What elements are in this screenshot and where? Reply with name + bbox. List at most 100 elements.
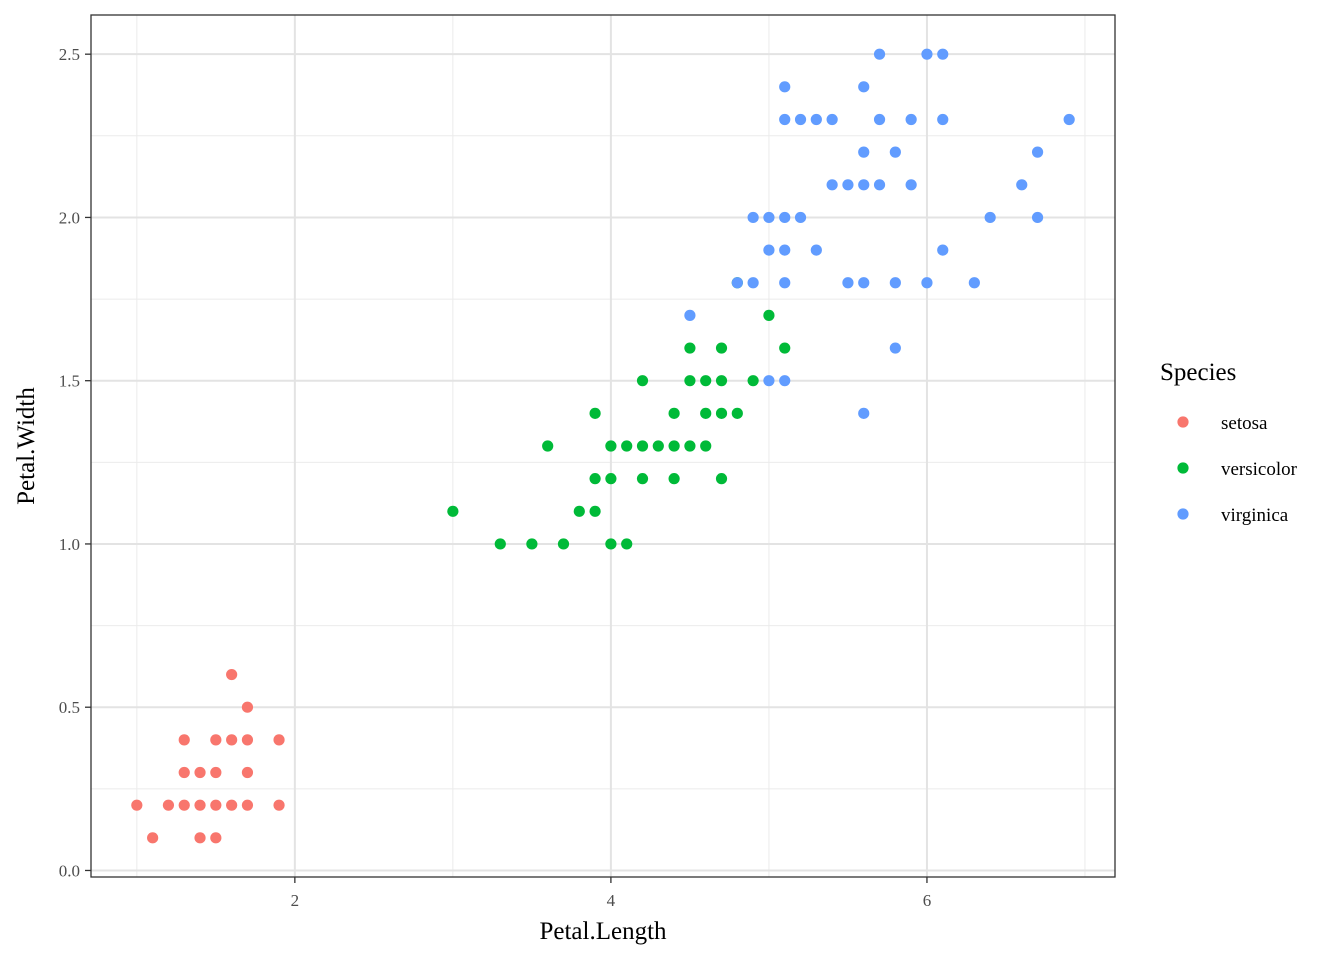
- data-point-virginica: [779, 244, 791, 256]
- data-point-virginica: [779, 211, 791, 224]
- data-point-setosa: [178, 734, 190, 746]
- data-point-virginica: [889, 146, 901, 158]
- data-point-virginica: [858, 146, 870, 158]
- data-point-virginica: [1063, 113, 1075, 126]
- data-point-virginica: [968, 277, 980, 289]
- y-tick-label: 2.0: [59, 208, 80, 227]
- data-point-setosa: [131, 799, 143, 811]
- x-tick-label: 2: [291, 891, 300, 910]
- data-point-versicolor: [668, 407, 680, 419]
- data-point-virginica: [810, 244, 822, 256]
- data-point-versicolor: [636, 375, 649, 387]
- data-point-virginica: [826, 179, 838, 191]
- data-point-setosa: [178, 766, 190, 779]
- data-point-versicolor: [715, 375, 728, 387]
- x-tick-label: 4: [607, 891, 616, 910]
- data-point-virginica: [858, 277, 870, 289]
- data-point-setosa: [226, 668, 238, 681]
- panel-border: [90, 14, 1116, 878]
- data-point-versicolor: [700, 375, 712, 387]
- data-point-virginica: [779, 375, 791, 387]
- data-point-versicolor: [763, 309, 775, 321]
- data-point-setosa: [241, 734, 254, 746]
- data-point-virginica: [984, 211, 996, 224]
- data-point-versicolor: [526, 538, 538, 550]
- data-point-setosa: [241, 701, 254, 713]
- x-axis-title: Petal.Length: [539, 918, 667, 945]
- data-point-versicolor: [652, 440, 664, 452]
- data-point-virginica: [763, 375, 775, 387]
- legend-label-setosa: setosa: [1221, 413, 1268, 434]
- data-point-versicolor: [605, 473, 617, 485]
- legend-title: Species: [1160, 359, 1236, 386]
- data-point-setosa: [273, 734, 285, 746]
- data-point-virginica: [779, 81, 791, 93]
- data-point-setosa: [210, 766, 222, 779]
- data-point-virginica: [921, 48, 933, 60]
- data-point-virginica: [1016, 179, 1028, 191]
- data-point-versicolor: [668, 473, 680, 485]
- y-axis-title: Petal.Width: [13, 387, 40, 505]
- data-point-virginica: [937, 48, 949, 60]
- data-point-versicolor: [542, 440, 554, 452]
- data-point-virginica: [905, 179, 917, 191]
- legend-label-versicolor: versicolor: [1221, 459, 1298, 480]
- data-point-virginica: [858, 179, 870, 191]
- y-tick-label: 0.5: [59, 698, 80, 717]
- data-point-virginica: [747, 211, 759, 224]
- data-point-versicolor: [684, 342, 696, 354]
- legend-items: setosa versicolor virginica: [1177, 413, 1298, 526]
- data-point-setosa: [226, 799, 238, 811]
- data-point-virginica: [763, 244, 775, 256]
- data-point-versicolor: [605, 440, 617, 452]
- data-point-virginica: [747, 277, 759, 289]
- data-point-setosa: [241, 799, 254, 811]
- data-point-versicolor: [605, 538, 617, 550]
- data-point-virginica: [810, 113, 822, 126]
- data-point-virginica: [858, 81, 870, 93]
- x-axis: 2 4 6: [291, 877, 931, 910]
- data-point-versicolor: [447, 505, 459, 517]
- data-point-virginica: [779, 113, 791, 126]
- data-point-virginica: [921, 277, 933, 289]
- data-point-versicolor: [715, 407, 728, 419]
- data-point-versicolor: [589, 473, 601, 485]
- data-point-versicolor: [589, 505, 601, 517]
- data-point-virginica: [779, 277, 791, 289]
- data-point-setosa: [210, 799, 222, 811]
- y-tick-label: 1.0: [59, 535, 80, 554]
- data-point-virginica: [937, 113, 949, 126]
- data-point-virginica: [1031, 211, 1044, 224]
- major-gridlines: [91, 15, 1115, 877]
- data-point-setosa: [162, 799, 175, 811]
- legend-key-virginica: [1177, 508, 1189, 520]
- data-point-virginica: [889, 342, 901, 354]
- legend-key-versicolor: [1177, 462, 1189, 474]
- data-point-setosa: [210, 734, 222, 746]
- legend: Species setosa versicolor virginica: [1160, 359, 1298, 526]
- data-point-virginica: [731, 277, 743, 289]
- data-point-versicolor: [715, 342, 728, 354]
- data-point-setosa: [241, 766, 254, 779]
- y-axis: 0.0 0.5 1.0 1.5 2.0 2.5: [59, 45, 91, 880]
- data-point-versicolor: [636, 440, 649, 452]
- data-point-versicolor: [684, 375, 696, 387]
- data-point-setosa: [194, 832, 206, 844]
- data-point-versicolor: [700, 407, 712, 419]
- data-point-virginica: [937, 244, 949, 256]
- data-point-setosa: [226, 734, 238, 746]
- data-point-virginica: [794, 113, 807, 126]
- data-point-virginica: [858, 407, 870, 419]
- data-point-setosa: [147, 832, 159, 844]
- data-point-setosa: [178, 799, 190, 811]
- data-point-virginica: [842, 277, 854, 289]
- data-point-versicolor: [557, 538, 570, 550]
- data-point-virginica: [763, 211, 775, 224]
- data-point-versicolor: [779, 342, 791, 354]
- data-point-virginica: [873, 48, 886, 60]
- minor-gridlines: [91, 15, 1115, 877]
- data-point-setosa: [273, 799, 285, 811]
- y-tick-label: 1.5: [59, 372, 80, 391]
- data-point-virginica: [873, 179, 886, 191]
